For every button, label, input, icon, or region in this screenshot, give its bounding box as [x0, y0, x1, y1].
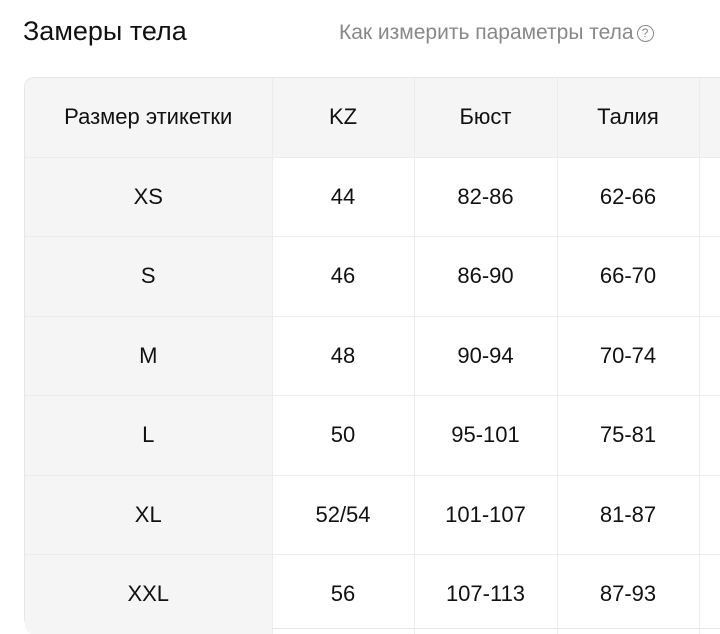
table-cell: [699, 475, 720, 555]
column-header: Талия: [557, 78, 700, 158]
table-cell: 56: [272, 554, 415, 634]
column-header: Бюст: [414, 78, 558, 158]
size-table-container: Размер этикетки KZ Бюст Талия XS 44 82-86 62-66…: [24, 77, 720, 634]
table-cell: 50: [272, 395, 415, 476]
table-cell: [699, 157, 720, 237]
table-row: XXL 56 107-113 87-93: [25, 554, 720, 634]
table-cell: [699, 555, 720, 634]
table-cell: 87-93: [557, 554, 700, 634]
table-cell: 81-87: [557, 475, 700, 555]
how-to-measure-link[interactable]: Как измерить параметры тела ?: [339, 21, 654, 45]
table-cell: 101-107: [414, 475, 558, 555]
table-cell: 66-70: [557, 236, 700, 317]
table-cell: 62-66: [557, 157, 700, 237]
how-to-measure-label: Как измерить параметры тела: [339, 21, 634, 44]
table-cell: L: [25, 395, 273, 476]
table-cell: 82-86: [414, 157, 558, 237]
table-row: L 50 95-101 75-81: [25, 395, 720, 476]
column-header: KZ: [272, 78, 415, 158]
table-row: XS 44 82-86 62-66: [25, 157, 720, 237]
table-cell: 44: [272, 157, 415, 237]
table-cell: XXL: [25, 554, 273, 634]
table-cell: [699, 316, 720, 396]
table-cell: XS: [25, 157, 273, 237]
table-cell: 86-90: [414, 236, 558, 317]
size-table: Размер этикетки KZ Бюст Талия XS 44 82-86 62-66…: [25, 78, 720, 634]
table-cell: [699, 395, 720, 476]
table-cell: S: [25, 236, 273, 317]
table-cell: 48: [272, 316, 415, 396]
column-header: Размер этикетки: [25, 78, 273, 158]
table-cell: 90-94: [414, 316, 558, 396]
table-cell: 107-113: [414, 554, 558, 634]
table-cell: 75-81: [557, 395, 700, 476]
table-row: XL 52/54 101-107 81-87: [25, 475, 720, 555]
table-row: M 48 90-94 70-74: [25, 316, 720, 396]
table-row: S 46 86-90 66-70: [25, 236, 720, 317]
table-cell: 95-101: [414, 395, 558, 476]
page-title: Замеры тела: [23, 16, 187, 46]
table-cell: XL: [25, 475, 273, 555]
table-cell: [699, 236, 720, 317]
table-header-row: Размер этикетки KZ Бюст Талия: [25, 78, 720, 158]
table-cell: M: [25, 316, 273, 396]
table-cell: 46: [272, 236, 415, 317]
table-cell: 70-74: [557, 316, 700, 396]
question-circle-icon: ?: [636, 24, 654, 42]
table-cell: 52/54: [272, 475, 415, 555]
column-header: [699, 78, 720, 158]
